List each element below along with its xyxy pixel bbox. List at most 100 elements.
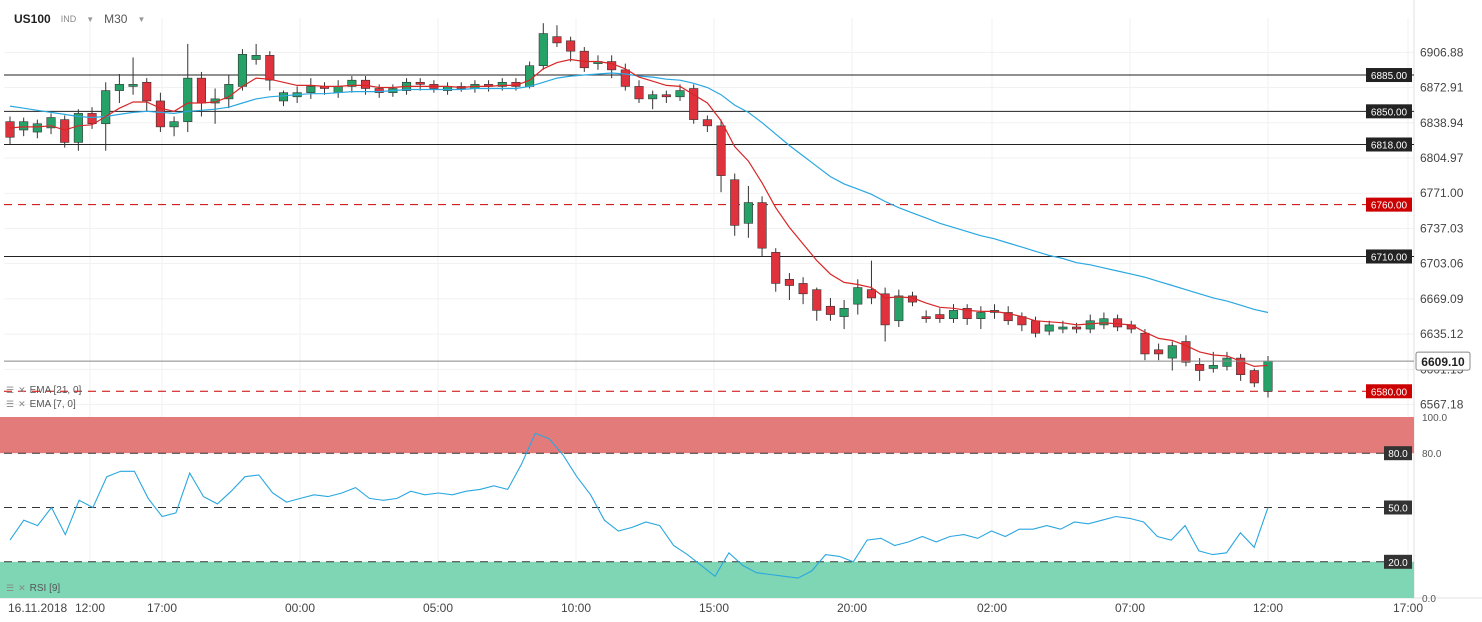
time-tick-label: 12:00	[1253, 601, 1283, 615]
rsi-level-tag-text: 80.0	[1388, 449, 1408, 460]
rsi-level-tag-text: 20.0	[1388, 558, 1408, 569]
close-icon[interactable]: ✕	[18, 385, 26, 395]
candle-body	[224, 84, 234, 100]
ema-fast-legend[interactable]: ☰ ✕ EMA [7, 0]	[6, 399, 76, 410]
candle	[784, 273, 794, 301]
candle-body	[935, 314, 945, 319]
candle	[1003, 306, 1013, 325]
price-tick-label: 6804.97	[1420, 151, 1464, 165]
candle	[566, 36, 576, 62]
level-tag-bg	[1366, 384, 1412, 399]
rsi-level-tag-text: 50.0	[1388, 504, 1408, 515]
candle	[306, 78, 316, 99]
candle	[757, 196, 767, 257]
price-tick-label: 6635.12	[1420, 327, 1464, 341]
level-tag-text: 6818.00	[1371, 140, 1408, 151]
time-tick-label: 17:00	[147, 601, 177, 615]
candle-body	[1167, 345, 1177, 359]
candle-body	[306, 86, 316, 93]
ema-slow-legend[interactable]: ☰ ✕ EMA [21, 0]	[6, 385, 81, 396]
candle-body	[579, 50, 589, 69]
rsi-line	[9, 432, 1269, 579]
candle-body	[87, 113, 97, 125]
candle	[620, 63, 630, 91]
symbol-label[interactable]: US100	[14, 12, 51, 26]
rsi-level-tag-bg	[1384, 500, 1412, 515]
candle	[46, 113, 56, 135]
price-tick-label: 6771.00	[1420, 186, 1464, 200]
candle	[183, 43, 193, 133]
candle	[415, 78, 425, 91]
candle	[962, 304, 972, 325]
rsi-level-tag: 80.0	[1384, 446, 1412, 461]
candle-body	[155, 100, 165, 128]
candle-body	[757, 202, 767, 249]
candle-body	[648, 94, 658, 100]
price-tick-label: 6838.94	[1420, 116, 1464, 130]
level-tag-bg	[1366, 104, 1412, 119]
level-tag: 6850.00	[1366, 104, 1412, 119]
rsi-level-tag: 50.0	[1384, 500, 1412, 515]
candle	[894, 289, 904, 327]
candle-body	[196, 77, 206, 104]
settings-icon[interactable]: ☰	[6, 399, 15, 409]
candle-body	[702, 119, 712, 127]
level-tag-bg	[1366, 68, 1412, 83]
time-tick-label: 12:00	[75, 601, 105, 615]
candle	[552, 25, 562, 48]
candle-body	[839, 308, 849, 317]
ema-slow-label: EMA [21, 0]	[29, 385, 82, 396]
time-tick-label: 17:00	[1393, 601, 1423, 615]
chevron-down-icon[interactable]: ▼	[137, 14, 146, 24]
candle-body	[634, 86, 644, 100]
candle	[1249, 368, 1259, 388]
candle-body	[525, 65, 535, 87]
candle-body	[1195, 364, 1205, 371]
level-tag-bg	[1366, 249, 1412, 264]
candle	[538, 23, 548, 70]
candle	[1263, 356, 1273, 398]
candle	[866, 260, 876, 305]
candle-body	[1044, 324, 1054, 332]
candle-body	[415, 81, 425, 85]
candle	[1236, 353, 1246, 381]
chevron-down-icon[interactable]: ▼	[86, 14, 95, 24]
candle-body	[1181, 341, 1191, 363]
timeframe-label[interactable]: M30	[104, 12, 128, 26]
candle-body	[1140, 332, 1150, 355]
candle-body	[812, 289, 822, 311]
rsi-tick-label: 80.0	[1422, 449, 1442, 460]
close-icon[interactable]: ✕	[18, 399, 26, 409]
candle-body	[251, 55, 261, 60]
settings-icon[interactable]: ☰	[6, 583, 15, 593]
candle	[128, 57, 138, 95]
candle	[347, 76, 357, 93]
candle-body	[5, 121, 15, 138]
rsi-tick-label: 100.0	[1422, 413, 1447, 424]
time-tick-label: 20:00	[837, 601, 867, 615]
candle-body	[976, 312, 986, 319]
candle	[114, 73, 124, 104]
candle	[771, 248, 781, 292]
candle	[743, 185, 753, 238]
level-tag-bg	[1366, 197, 1412, 212]
ema-fast-label: EMA [7, 0]	[29, 399, 76, 410]
candle	[716, 119, 726, 193]
candle	[730, 173, 740, 236]
candle-body	[1099, 318, 1109, 326]
candle-body	[1208, 365, 1218, 369]
level-tag: 6580.00	[1366, 384, 1412, 399]
candle	[935, 308, 945, 323]
candle	[1140, 329, 1150, 361]
candle-body	[661, 94, 671, 98]
candle-body	[19, 121, 29, 131]
price-tick-label: 6567.18	[1420, 398, 1464, 412]
settings-icon[interactable]: ☰	[6, 385, 15, 395]
candle-body	[1249, 370, 1259, 384]
candle	[880, 287, 890, 342]
candle	[839, 300, 849, 330]
close-icon[interactable]: ✕	[18, 583, 26, 593]
rsi-legend[interactable]: ☰ ✕ RSI [9]	[6, 583, 60, 594]
candle-body	[1222, 357, 1232, 367]
